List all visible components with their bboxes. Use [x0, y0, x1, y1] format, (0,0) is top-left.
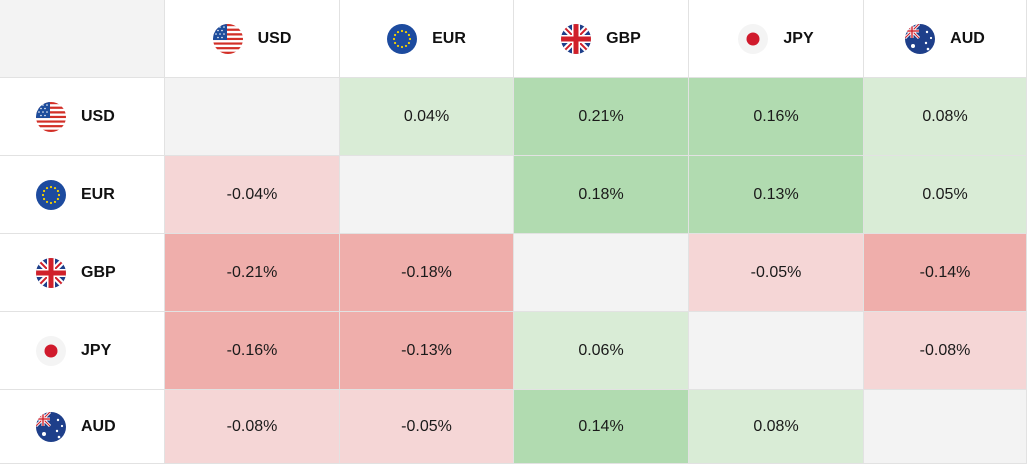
cell-value: -0.13%	[401, 341, 452, 359]
cell-value: 0.08%	[753, 417, 799, 435]
column-header-eur: EUR	[340, 0, 514, 78]
heatmap-cell-usd-gbp: 0.21%	[514, 78, 689, 156]
heatmap-cell-gbp-gbp	[514, 234, 689, 312]
heatmap-cell-aud-eur: -0.05%	[340, 390, 514, 464]
heatmap-cell-usd-aud: 0.08%	[864, 78, 1027, 156]
cell-value: 0.13%	[753, 185, 799, 203]
cell-value: 0.05%	[922, 185, 968, 203]
heatmap-cell-jpy-gbp: 0.06%	[514, 312, 689, 390]
cell-value: 0.21%	[578, 107, 624, 125]
heatmap-cell-gbp-jpy: -0.05%	[689, 234, 864, 312]
column-header-aud: AUD	[864, 0, 1027, 78]
column-header-jpy-label: JPY	[783, 29, 814, 47]
us-flag-icon	[212, 23, 243, 54]
cell-value: 0.16%	[753, 107, 799, 125]
cell-value: 0.06%	[578, 341, 624, 359]
cell-value: 0.14%	[578, 417, 624, 435]
heatmap-cell-gbp-eur: -0.18%	[340, 234, 514, 312]
cell-value: 0.18%	[578, 185, 624, 203]
corner-cell	[0, 0, 165, 78]
gb-flag-icon	[561, 23, 592, 54]
heatmap-cell-usd-eur: 0.04%	[340, 78, 514, 156]
row-header-aud: AUD	[0, 390, 165, 464]
heatmap-cell-jpy-eur: -0.13%	[340, 312, 514, 390]
heatmap-cell-aud-jpy: 0.08%	[689, 390, 864, 464]
column-header-aud-label: AUD	[950, 29, 985, 47]
cell-value: -0.16%	[226, 341, 278, 359]
cell-value: 0.08%	[922, 107, 968, 125]
cell-value: -0.05%	[750, 263, 802, 281]
row-header-eur: EUR	[0, 156, 165, 234]
row-header-gbp-label: GBP	[81, 263, 116, 281]
jp-flag-icon	[36, 335, 66, 366]
cell-value: -0.08%	[919, 341, 971, 359]
cell-value: -0.05%	[401, 417, 452, 435]
eu-flag-icon	[36, 179, 66, 210]
us-flag-icon	[36, 101, 66, 132]
au-flag-icon	[905, 23, 936, 54]
cell-value: -0.21%	[226, 263, 278, 281]
row-header-jpy: JPY	[0, 312, 165, 390]
jp-flag-icon	[738, 23, 769, 54]
cell-value: 0.04%	[403, 107, 450, 125]
heatmap-cell-jpy-jpy	[689, 312, 864, 390]
heatmap-cell-eur-eur	[340, 156, 514, 234]
heatmap-cell-gbp-usd: -0.21%	[165, 234, 340, 312]
column-header-gbp: GBP	[514, 0, 689, 78]
cell-value: -0.08%	[226, 417, 278, 435]
heatmap-cell-usd-jpy: 0.16%	[689, 78, 864, 156]
heatmap-cell-usd-usd	[165, 78, 340, 156]
cell-value: -0.04%	[226, 185, 278, 203]
heatmap-cell-eur-gbp: 0.18%	[514, 156, 689, 234]
column-header-usd: USD	[165, 0, 340, 78]
heatmap-cell-jpy-aud: -0.08%	[864, 312, 1027, 390]
au-flag-icon	[36, 411, 66, 442]
row-header-usd-label: USD	[81, 107, 115, 125]
heatmap-cell-gbp-aud: -0.14%	[864, 234, 1027, 312]
row-header-gbp: GBP	[0, 234, 165, 312]
cell-value: -0.14%	[919, 263, 971, 281]
column-header-eur-label: EUR	[432, 29, 466, 47]
cell-value: -0.18%	[401, 263, 452, 281]
eu-flag-icon	[387, 23, 418, 54]
heatmap-cell-aud-gbp: 0.14%	[514, 390, 689, 464]
row-header-aud-label: AUD	[81, 417, 116, 435]
row-header-usd: USD	[0, 78, 165, 156]
column-header-jpy: JPY	[689, 0, 864, 78]
heatmap-cell-aud-usd: -0.08%	[165, 390, 340, 464]
row-header-jpy-label: JPY	[81, 341, 112, 359]
gb-flag-icon	[36, 257, 66, 288]
column-header-gbp-label: GBP	[606, 29, 641, 47]
heatmap-cell-eur-aud: 0.05%	[864, 156, 1027, 234]
column-header-usd-label: USD	[257, 29, 292, 47]
heatmap-cell-eur-jpy: 0.13%	[689, 156, 864, 234]
row-header-eur-label: EUR	[81, 185, 115, 203]
heatmap-cell-jpy-usd: -0.16%	[165, 312, 340, 390]
heatmap-cell-aud-aud	[864, 390, 1027, 464]
heatmap-cell-eur-usd: -0.04%	[165, 156, 340, 234]
